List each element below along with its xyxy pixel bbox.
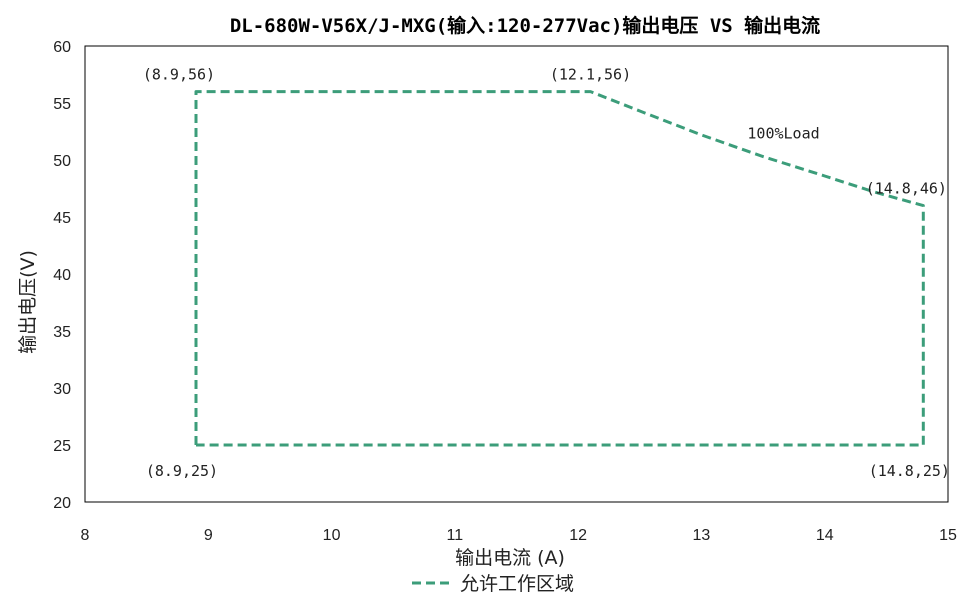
x-axis-ticks: 8 9 10 11 12 13 14 15 xyxy=(81,527,957,544)
x-tick-label: 15 xyxy=(939,527,957,544)
y-tick-label: 40 xyxy=(53,267,71,284)
y-axis-ticks: 20 25 30 35 40 45 50 55 60 xyxy=(53,39,71,512)
annotation-layer: (8.9,56) (12.1,56) 100%Load (14.8,46) (8.9,2… xyxy=(143,66,950,480)
series-layer xyxy=(194,90,925,447)
legend-label: 允许工作区域 xyxy=(460,573,574,595)
x-tick-label: 11 xyxy=(447,527,464,544)
x-tick-label: 10 xyxy=(323,527,341,544)
point-annotation: (12.1,56) xyxy=(550,66,631,84)
y-tick-label: 50 xyxy=(53,153,71,170)
y-axis-label: 输出电压(V) xyxy=(17,250,39,354)
x-axis-label: 输出电流 (A) xyxy=(455,547,565,569)
legend: 允许工作区域 xyxy=(412,573,574,595)
plot-area-frame xyxy=(84,45,949,503)
point-annotation: (8.9,25) xyxy=(146,462,218,480)
y-tick-label: 30 xyxy=(53,381,71,398)
x-tick-label: 14 xyxy=(816,527,834,544)
series-line xyxy=(194,90,925,447)
chart-title: DL-680W-V56X/J-MXG(输入:120-277Vac)输出电压 VS… xyxy=(230,14,820,37)
y-tick-label: 55 xyxy=(53,96,71,113)
x-tick-label: 8 xyxy=(81,527,90,544)
y-tick-label: 20 xyxy=(53,495,71,512)
y-tick-label: 60 xyxy=(53,39,71,56)
y-tick-label: 45 xyxy=(53,210,71,227)
y-tick-label: 25 xyxy=(53,438,71,455)
point-annotation: 100%Load xyxy=(747,125,819,143)
x-tick-label: 12 xyxy=(569,527,587,544)
point-annotation: (14.8,46) xyxy=(866,180,947,198)
point-annotation: (8.9,56) xyxy=(143,66,215,84)
y-tick-label: 35 xyxy=(53,324,71,341)
x-tick-label: 13 xyxy=(693,527,711,544)
x-tick-label: 9 xyxy=(204,527,213,544)
point-annotation: (14.8,25) xyxy=(869,462,950,480)
